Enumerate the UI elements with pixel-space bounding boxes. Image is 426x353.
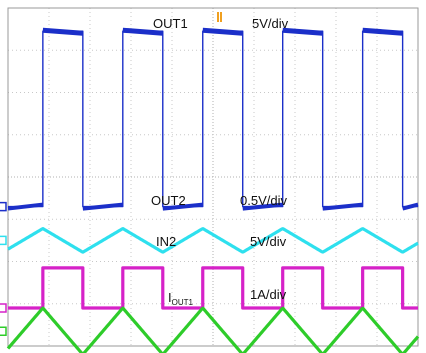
iout1-scale-label: 1A/div xyxy=(250,287,287,302)
channel-marker-icon xyxy=(0,303,7,313)
trace-in2 xyxy=(8,266,418,310)
trace-out1-high-plateau xyxy=(282,27,323,36)
channel-marker-icon xyxy=(0,326,7,336)
in2-scale-label: 5V/div xyxy=(250,234,287,249)
in2-name-label: IN2 xyxy=(156,234,176,249)
trace-out2 xyxy=(7,227,419,254)
trace-out1-high-plateau xyxy=(202,27,243,36)
out1-name-label: OUT1 xyxy=(153,16,188,31)
trace-out1-low-plateau xyxy=(402,202,419,211)
iout1-name-subscript: OUT1 xyxy=(172,298,194,307)
graticule xyxy=(8,8,418,346)
trace-out1-low-plateau xyxy=(322,202,363,211)
trace-iout1 xyxy=(6,306,420,353)
channel-marker-icon xyxy=(0,235,7,246)
iout1-name-main: I xyxy=(168,290,172,305)
trigger-marker-icon xyxy=(217,12,222,22)
trace-out1-high-plateau xyxy=(362,27,403,36)
trace-out1-low-plateau xyxy=(242,202,283,211)
out2-name-label: OUT2 xyxy=(151,193,186,208)
trace-out1-high-plateau xyxy=(122,27,163,36)
trace-out1-low-plateau xyxy=(162,202,203,211)
trace-out1-low-plateau xyxy=(82,202,123,211)
trace-out1-high-plateau xyxy=(42,27,84,36)
channel-marker-icon xyxy=(0,201,7,212)
iout1-name-label: IOUT1 xyxy=(168,290,194,307)
channel-markers xyxy=(0,201,7,336)
trace-out1-low-plateau xyxy=(7,202,44,211)
traces xyxy=(6,27,420,353)
out2-scale-label: 0.5V/div xyxy=(240,193,287,208)
graticule-border xyxy=(7,7,419,347)
out1-scale-label: 5V/div xyxy=(252,16,289,31)
